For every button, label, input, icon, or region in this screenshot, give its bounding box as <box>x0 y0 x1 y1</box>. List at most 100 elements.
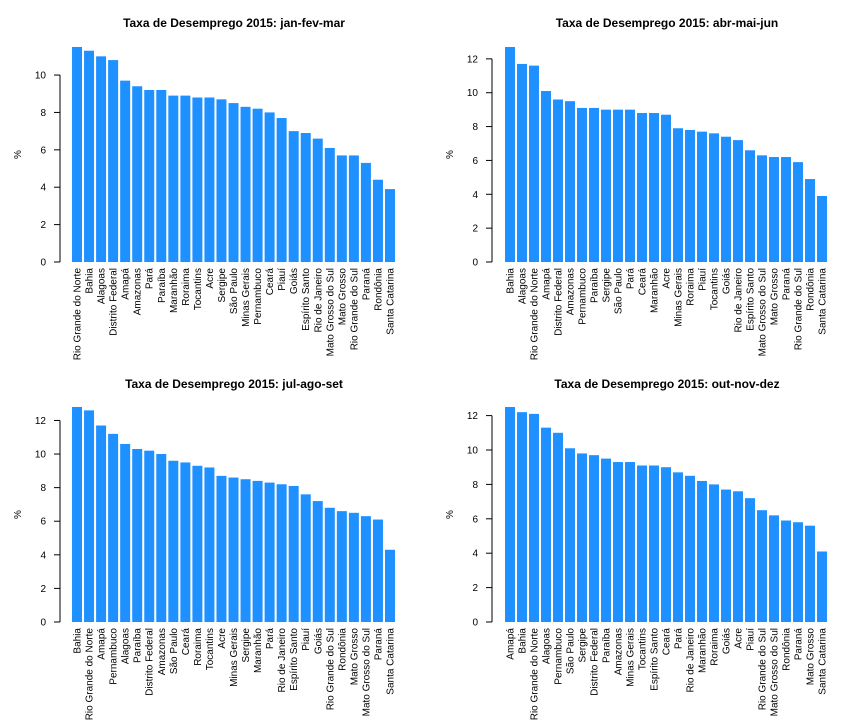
category-label: Pará <box>145 268 156 290</box>
bar <box>613 109 623 262</box>
bar <box>577 107 587 262</box>
bar <box>697 480 707 622</box>
category-label: Bahia <box>85 268 96 294</box>
category-label: Bahia <box>518 628 529 654</box>
y-tick-label: 6 <box>472 514 478 525</box>
bar <box>745 498 755 622</box>
category-label: Santa Catarina <box>385 628 396 695</box>
bar <box>336 155 347 262</box>
category-label: Mato Grosso do Sul <box>758 268 769 356</box>
category-label: Amazonas <box>133 268 144 315</box>
bar <box>324 147 335 262</box>
category-label: Roraima <box>686 268 697 306</box>
bar <box>204 467 215 622</box>
y-tick-label: 4 <box>40 550 46 561</box>
bar <box>709 133 719 262</box>
category-label: Rondônia <box>373 268 384 311</box>
category-label: Espírito Santo <box>289 628 300 691</box>
category-label: Tocantins <box>710 268 721 310</box>
bar <box>84 410 95 622</box>
y-tick-label: 2 <box>472 583 478 594</box>
category-label: Espírito Santo <box>746 268 757 331</box>
category-label: Pará <box>674 628 685 650</box>
bar <box>360 516 371 622</box>
category-label: Goiás <box>313 628 324 654</box>
y-tick-label: 6 <box>40 145 46 156</box>
y-tick-label: 2 <box>472 224 478 235</box>
category-label: Amazonas <box>614 628 625 675</box>
bar <box>180 462 191 622</box>
category-label: Amapá <box>542 268 553 300</box>
category-label: Amapá <box>121 268 132 300</box>
bar <box>589 107 599 262</box>
category-label: Piauí <box>746 628 757 651</box>
category-label: Alagoas <box>97 268 108 304</box>
category-label: Pernambuco <box>253 268 264 325</box>
bar <box>733 491 743 622</box>
bar <box>276 484 287 622</box>
category-label: Rio de Janeiro <box>313 268 324 333</box>
category-label: Mato Grosso do Sul <box>361 628 372 716</box>
bar <box>577 453 587 622</box>
category-label: Roraima <box>181 268 192 306</box>
bar <box>589 455 599 622</box>
category-label: Rondônia <box>337 628 348 671</box>
category-label: Pernambuco <box>554 628 565 685</box>
category-label: Alagoas <box>518 268 529 304</box>
bar <box>625 462 635 622</box>
category-label: Pará <box>265 628 276 650</box>
category-label: Rio Grande do Sul <box>758 628 769 710</box>
bar <box>721 136 731 262</box>
category-label: Rio Grande do Sul <box>794 268 805 350</box>
bar <box>216 99 227 262</box>
bar <box>228 477 239 622</box>
category-label: Goiás <box>722 628 733 654</box>
y-tick-label: 6 <box>472 156 478 167</box>
category-label: Rio de Janeiro <box>734 268 745 333</box>
category-label: Tocantins <box>205 628 216 670</box>
chart-title: Taxa de Desemprego 2015: out-nov-dez <box>554 377 779 391</box>
category-label: Santa Catarina <box>385 268 396 335</box>
category-label: Rio de Janeiro <box>277 628 288 693</box>
category-label: Mato Grosso <box>806 628 817 686</box>
bar <box>661 467 671 622</box>
bar <box>625 109 635 262</box>
y-tick-label: 12 <box>35 416 47 427</box>
category-label: Maranhão <box>698 628 709 673</box>
bar <box>156 454 167 622</box>
chart-title: Taxa de Desemprego 2015: jan-fev-mar <box>123 16 345 30</box>
bar <box>817 551 827 622</box>
category-label: Piauí <box>301 628 312 651</box>
category-label: Amapá <box>97 628 108 660</box>
bar <box>336 511 347 622</box>
bar <box>228 103 239 262</box>
category-label: Distrito Federal <box>109 268 120 336</box>
chart-panel-1: Taxa de Desemprego 2015: jan-fev-mar 0 2 4 6… <box>13 16 396 360</box>
category-label: Maranhão <box>650 268 661 313</box>
category-label: Rio Grande do Norte <box>530 268 541 361</box>
category-label: Rio Grande do Sul <box>349 268 360 350</box>
y-tick-label: 0 <box>40 258 46 269</box>
chart-title: Taxa de Desemprego 2015: jul-ago-set <box>125 377 343 391</box>
category-label: Santa Catarina <box>818 268 829 335</box>
bar <box>553 99 563 262</box>
category-label: Distrito Federal <box>590 628 601 696</box>
bar <box>132 86 143 262</box>
bar <box>84 50 95 262</box>
bar <box>252 108 263 262</box>
bar <box>565 448 575 622</box>
chart-panel-4: Taxa de Desemprego 2015: out-nov-dez 0 2 4 6… <box>445 377 829 720</box>
category-label: Paraíba <box>133 628 144 663</box>
bar <box>348 512 359 622</box>
bar <box>721 489 731 622</box>
bar <box>757 510 767 622</box>
bar <box>264 482 275 622</box>
y-tick-label: 2 <box>40 220 46 231</box>
category-label: Alagoas <box>121 628 132 664</box>
y-tick-label: 10 <box>467 446 479 457</box>
bar <box>312 138 323 262</box>
bar <box>733 140 743 262</box>
category-label: Ceará <box>181 628 192 656</box>
bar <box>673 128 683 262</box>
y-axis-label: % <box>13 150 24 159</box>
